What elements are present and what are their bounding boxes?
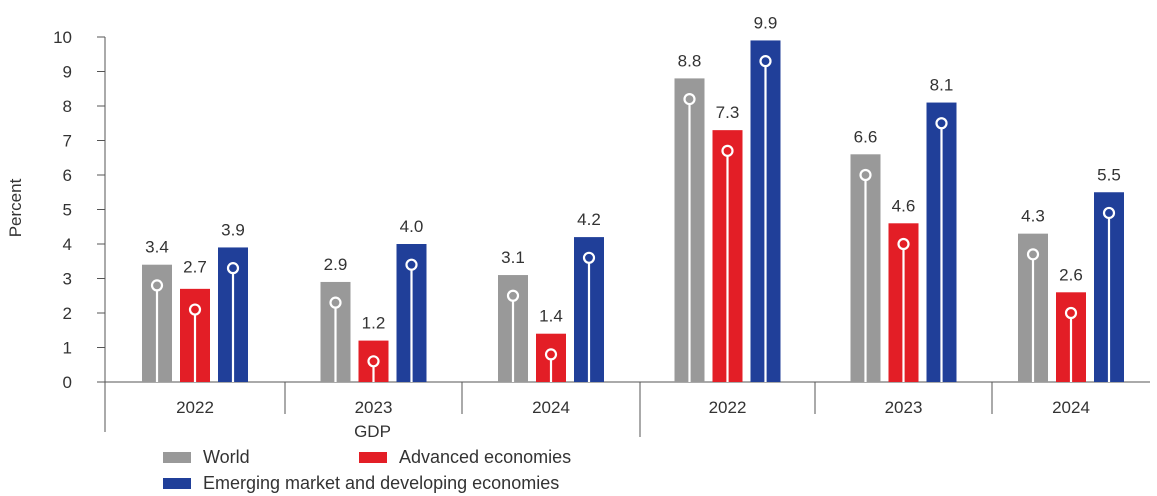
legend-item-advanced: Advanced economies: [359, 447, 571, 468]
data-label: 2.6: [1059, 265, 1083, 284]
y-tick-label: 8: [63, 97, 72, 116]
bar-marker-dot: [506, 289, 520, 302]
data-label: 2.9: [324, 255, 348, 274]
bar-marker-dot: [367, 355, 380, 368]
y-tick-label: 0: [63, 373, 72, 392]
data-label: 2.7: [183, 258, 207, 277]
data-label: 4.6: [892, 196, 916, 215]
y-tick-label: 1: [63, 339, 72, 358]
data-label: 3.9: [221, 220, 245, 239]
x-tick-label: 2022: [709, 398, 747, 417]
data-label: 1.2: [362, 314, 386, 333]
bar-marker-dot: [897, 237, 910, 251]
data-label: 1.4: [539, 307, 563, 326]
bar-marker-dot: [859, 168, 872, 182]
legend-label-advanced: Advanced economies: [399, 447, 572, 467]
x-axis: 2022 2023 2024 2022 2023 2024 GDP: [105, 381, 1150, 441]
data-label: 8.8: [678, 51, 702, 70]
data-label: 4.2: [577, 210, 601, 229]
bar-marker-dot: [759, 55, 772, 68]
y-tick-label: 6: [63, 166, 72, 185]
x-tick-label: 2024: [1052, 398, 1090, 417]
data-label: 7.3: [716, 103, 740, 122]
y-tick-label: 7: [63, 132, 72, 151]
data-label: 4.3: [1021, 207, 1045, 226]
legend-item-emerging: Emerging market and developing economies: [163, 473, 559, 494]
bar-marker-dot: [226, 262, 240, 275]
y-axis-title: Percent: [6, 178, 25, 237]
x-tick-label: 2023: [355, 398, 393, 417]
bar-marker-dot: [544, 348, 558, 361]
legend-label-world: World: [203, 447, 250, 467]
bar-marker-dot: [1026, 248, 1040, 261]
y-tick-label: 5: [63, 201, 72, 220]
data-label: 8.1: [930, 76, 954, 95]
data-label: 5.5: [1097, 165, 1121, 184]
data-labels: 3.4 3.9 2.9 1.2 4.0 3.1 1.4 4.2 8.8 7.3 9.9 6.6 4.6 8…: [145, 13, 1121, 332]
y-tick-label: 10: [53, 28, 72, 47]
y-tick-label: 4: [63, 235, 72, 254]
bar-marker-dot: [188, 303, 202, 316]
x-group-block-label: GDP: [354, 422, 391, 441]
data-label: 3.1: [501, 248, 525, 267]
y-tick-label: 9: [63, 63, 72, 82]
legend: World Advanced economies Emerging market…: [160, 447, 860, 495]
x-tick-label: 2022: [176, 398, 214, 417]
bar-marker-dot: [150, 279, 164, 292]
x-tick-label: 2023: [885, 398, 923, 417]
legend-swatch-world: [163, 452, 191, 463]
legend-swatch-emerging: [163, 478, 191, 489]
bar-marker-dot: [582, 251, 596, 264]
y-axis: 0 1 2 3 4 5 6 7 8 9 10: [53, 28, 106, 432]
legend-swatch-advanced: [359, 452, 387, 463]
bar-marker-dot: [405, 258, 418, 271]
x-tick-label: 2024: [532, 398, 570, 417]
y-tick-label: 2: [63, 304, 72, 323]
bar-marker-dot: [683, 92, 696, 106]
legend-item-world: World: [163, 447, 250, 468]
data-label: 9.9: [754, 13, 778, 32]
y-tick-label: 3: [63, 270, 72, 289]
bar-marker-dot: [329, 296, 342, 309]
bars: [142, 40, 1124, 383]
bar-marker-dot: [1064, 306, 1078, 320]
legend-label-emerging: Emerging market and developing economies: [203, 473, 560, 493]
data-label: 3.4: [145, 238, 169, 257]
data-label: 4.0: [400, 217, 424, 236]
bar-marker-dot: [1102, 206, 1116, 220]
data-label: 6.6: [854, 127, 878, 146]
bar-marker-dot: [935, 117, 948, 130]
bar-marker-dot: [721, 144, 734, 157]
